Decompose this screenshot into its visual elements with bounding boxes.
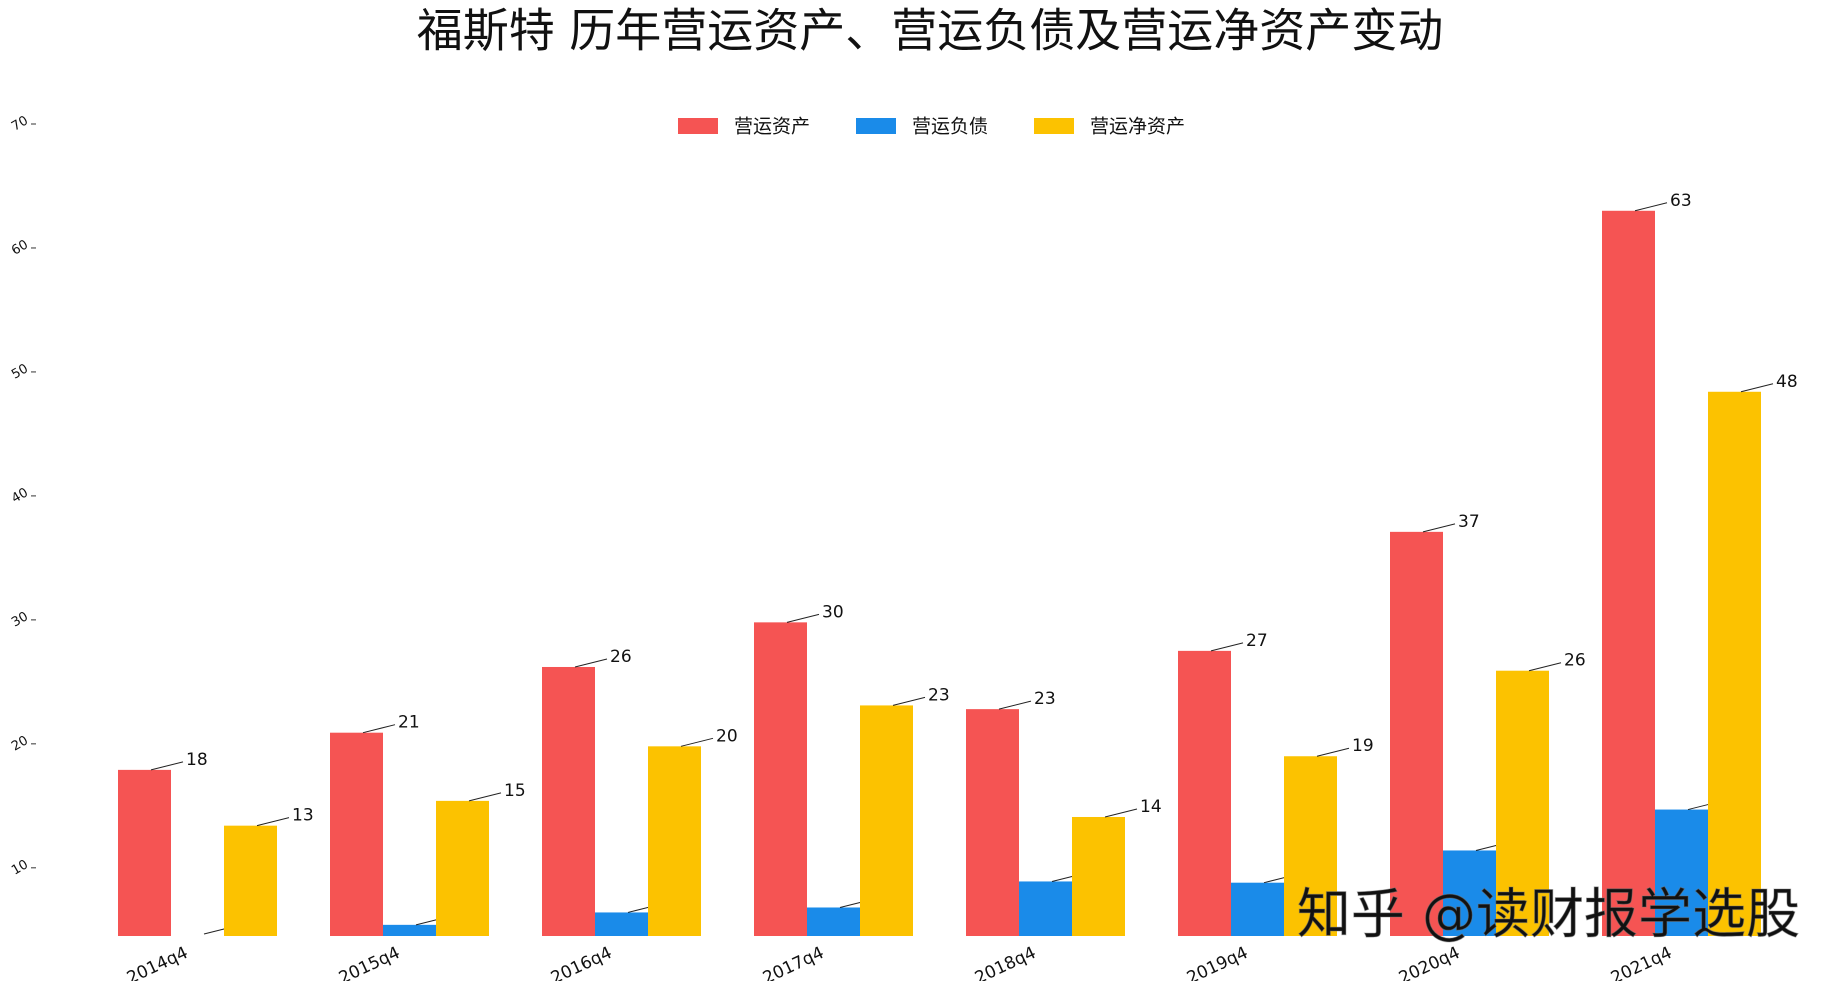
- value-label: 23: [1034, 689, 1056, 709]
- leader-line: [998, 700, 1032, 710]
- bar: [807, 907, 860, 936]
- bar: [330, 732, 383, 936]
- y-tick-label: 30: [9, 609, 31, 630]
- bar: [966, 709, 1019, 936]
- bar: [648, 746, 701, 936]
- leader-line: [892, 696, 926, 706]
- bar: [118, 769, 171, 936]
- bar: [1496, 670, 1549, 936]
- leader-line: [680, 737, 714, 747]
- watermark: 知乎 @读财报学选股: [1297, 883, 1800, 946]
- bar: [595, 912, 648, 936]
- x-tick-label: 2014q4: [124, 943, 191, 981]
- leader-line: [1210, 642, 1244, 652]
- leader-line: [1422, 523, 1456, 533]
- value-label: 27: [1246, 631, 1268, 651]
- x-tick-label: 2021q4: [1608, 943, 1675, 981]
- value-label: 37: [1458, 512, 1480, 532]
- y-tick-label: 50: [9, 361, 31, 382]
- leader-line: [1316, 747, 1350, 757]
- leader-line: [786, 613, 820, 623]
- y-tick-label: 70: [9, 113, 31, 134]
- value-label: 21: [398, 713, 420, 733]
- legend-swatch: [1034, 118, 1074, 134]
- x-tick-label: 2018q4: [972, 943, 1039, 981]
- y-tick-label: 10: [9, 857, 31, 878]
- value-label: 20: [716, 726, 738, 746]
- x-tick-label: 2020q4: [1396, 943, 1463, 981]
- legend-swatch: [678, 118, 718, 134]
- value-label: 26: [610, 647, 632, 667]
- bar: [754, 622, 807, 936]
- leader-line: [1528, 662, 1562, 672]
- value-label: 23: [928, 685, 950, 705]
- value-label: 15: [504, 781, 526, 801]
- legend-label: 营运负债: [912, 116, 988, 138]
- leader-line: [1634, 202, 1668, 212]
- leader-line: [1740, 383, 1774, 393]
- x-tick-label: 2016q4: [548, 943, 615, 981]
- legend-swatch: [856, 118, 896, 134]
- value-label: 48: [1776, 372, 1798, 392]
- leader-line: [362, 724, 396, 734]
- value-label: 13: [292, 806, 314, 826]
- bar: [1284, 756, 1337, 936]
- leader-line: [468, 792, 502, 802]
- leader-line: [1104, 808, 1138, 818]
- bar: [1602, 210, 1655, 936]
- value-label: 19: [1352, 736, 1374, 756]
- legend-label: 营运净资产: [1090, 116, 1185, 138]
- bar: [542, 666, 595, 936]
- bar: [1655, 809, 1708, 936]
- y-tick-label: 60: [9, 237, 31, 258]
- bar: [1231, 882, 1284, 936]
- leader-line: [256, 817, 290, 827]
- x-tick-label: 2015q4: [336, 943, 403, 981]
- value-label: 14: [1140, 797, 1162, 817]
- bar: [1019, 881, 1072, 936]
- bar: [860, 705, 913, 936]
- legend-label: 营运资产: [734, 116, 810, 138]
- bar: [383, 924, 436, 936]
- value-label: 63: [1670, 191, 1692, 211]
- bar: [1072, 816, 1125, 936]
- value-label: 26: [1564, 651, 1586, 671]
- chart-title: 福斯特 历年营运资产、营运负债及营运净资产变动: [417, 4, 1444, 58]
- y-tick-label: 40: [9, 485, 31, 506]
- x-tick-label: 2017q4: [760, 943, 827, 981]
- value-label: 18: [186, 750, 208, 770]
- bar: [1443, 850, 1496, 936]
- leader-line: [150, 761, 184, 771]
- bar: [224, 825, 277, 936]
- value-label: 30: [822, 602, 844, 622]
- leader-line: [574, 658, 608, 668]
- x-tick-label: 2019q4: [1184, 943, 1251, 981]
- y-tick-label: 20: [9, 733, 31, 754]
- bar: [436, 800, 489, 936]
- bar: [1708, 391, 1761, 936]
- bar: [1178, 650, 1231, 936]
- bar: [1390, 531, 1443, 936]
